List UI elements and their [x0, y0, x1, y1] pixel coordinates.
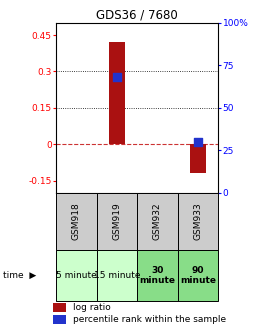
- Bar: [97, 193, 137, 250]
- Bar: [137, 250, 178, 301]
- Bar: [97, 250, 137, 301]
- Text: percentile rank within the sample: percentile rank within the sample: [73, 315, 227, 324]
- Title: GDS36 / 7680: GDS36 / 7680: [96, 9, 178, 22]
- Text: 90
minute: 90 minute: [180, 266, 216, 285]
- Bar: [137, 193, 178, 250]
- Text: 15 minute: 15 minute: [94, 271, 140, 280]
- Point: [115, 75, 119, 80]
- Bar: [53, 315, 66, 324]
- Bar: [56, 193, 97, 250]
- Point: [196, 139, 200, 145]
- Bar: [56, 250, 97, 301]
- Bar: [190, 144, 206, 174]
- Text: GSM919: GSM919: [112, 203, 122, 240]
- Bar: [53, 302, 66, 312]
- Text: 30
minute: 30 minute: [139, 266, 176, 285]
- Bar: [178, 193, 218, 250]
- Text: 5 minute: 5 minute: [56, 271, 97, 280]
- Text: GSM932: GSM932: [153, 203, 162, 240]
- Text: log ratio: log ratio: [73, 303, 111, 312]
- Bar: [109, 42, 125, 144]
- Text: GSM933: GSM933: [193, 203, 203, 240]
- Text: GSM918: GSM918: [72, 203, 81, 240]
- Bar: [178, 250, 218, 301]
- Text: time  ▶: time ▶: [3, 271, 36, 280]
